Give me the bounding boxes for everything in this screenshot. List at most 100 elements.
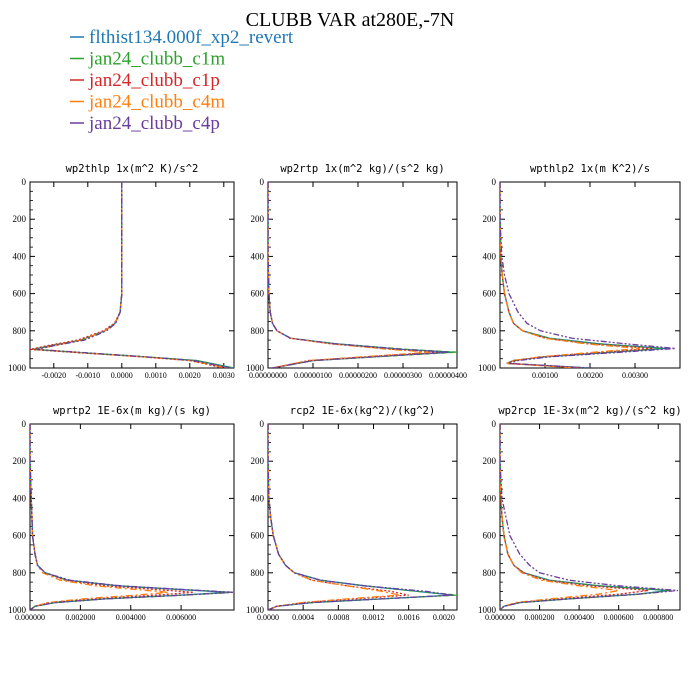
y-tick-label: 600 — [483, 531, 497, 541]
panel-title: rcp2 1E-6x(kg^2)/(kg^2) — [290, 405, 435, 417]
series-line — [500, 182, 667, 368]
y-tick-label: 0 — [492, 419, 497, 429]
y-tick-label: 0 — [492, 177, 497, 187]
y-tick-label: 1000 — [478, 363, 497, 373]
legend-item: flthist134.000f_xp2_revert — [70, 27, 294, 48]
series-line — [268, 182, 431, 368]
series-line — [500, 182, 676, 368]
series-line — [33, 182, 234, 368]
series-line — [30, 424, 234, 610]
panel: wp2rcp 1E-3x(m^2 kg)/(s^2 kg)0 200 400 600 8… — [478, 405, 682, 622]
series-line — [500, 182, 663, 368]
y-tick-label: 200 — [251, 456, 265, 466]
y-tick-label: 400 — [483, 493, 497, 503]
legend-item: jan24_clubb_c1m — [70, 49, 225, 70]
x-tick-label: 0.00200 — [577, 371, 603, 380]
series-line — [268, 424, 453, 610]
x-tick-label: 0.000600 — [604, 613, 634, 622]
x-tick-label: 0.00000300 — [384, 371, 422, 380]
plot-frame — [29, 423, 235, 611]
series-line — [30, 424, 229, 610]
x-tick-label: 0.000000 — [485, 613, 515, 622]
x-tick-label: 0.0016 — [398, 613, 420, 622]
legend-label: flthist134.000f_xp2_revert — [89, 27, 294, 48]
legend-label: jan24_clubb_c1p — [88, 70, 220, 91]
series-line — [500, 424, 679, 610]
panel: wp2rtp 1x(m^2 kg)/(s^2 kg) 0 200 400 600 800 1… — [246, 163, 467, 380]
legend-label: jan24_clubb_c1m — [88, 49, 225, 70]
y-tick-label: 800 — [13, 326, 27, 336]
y-tick-label: 0 — [260, 419, 265, 429]
x-tick-label: 0.00000000 — [249, 371, 287, 380]
y-tick-label: 400 — [251, 493, 265, 503]
panels-grid: wp2thlp 1x(m^2 K)/s^2 0 200 400 600 800 1000 -0… — [8, 163, 682, 622]
plot-frame — [267, 181, 458, 369]
y-tick-label: 200 — [483, 214, 497, 224]
x-tick-label: 0.0012 — [362, 613, 384, 622]
series-line — [500, 424, 669, 610]
y-tick-label: 1000 — [8, 363, 27, 373]
x-tick-label: 0.0020 — [433, 613, 455, 622]
x-tick-label: 0.000800 — [643, 613, 673, 622]
series-line — [268, 182, 449, 368]
panel-title: wp2thlp 1x(m^2 K)/s^2 — [66, 163, 199, 175]
panel: wprtp2 1E-6x(m kg)/(s kg) 0 200 400 600 800 10… — [8, 405, 235, 622]
x-tick-label: 0.0008 — [327, 613, 349, 622]
y-tick-label: 600 — [13, 531, 27, 541]
x-tick-label: 0.00100 — [532, 371, 558, 380]
y-tick-label: 600 — [251, 531, 265, 541]
panel-title: wp2rtp 1x(m^2 kg)/(s^2 kg) — [280, 163, 444, 175]
y-tick-label: 600 — [13, 289, 27, 299]
x-tick-label: 0.004000 — [116, 613, 146, 622]
y-tick-label: 1000 — [246, 363, 265, 373]
panel-title: wpthlp2 1x(m K^2)/s — [530, 163, 650, 175]
y-tick-label: 800 — [483, 568, 497, 578]
y-tick-label: 800 — [251, 568, 265, 578]
panel-title: wprtp2 1E-6x(m kg)/(s kg) — [53, 405, 211, 417]
x-tick-label: 0.0020 — [179, 371, 201, 380]
x-tick-label: 0.00000100 — [294, 371, 332, 380]
x-tick-label: 0.000400 — [564, 613, 594, 622]
x-tick-label: 0.0000 — [111, 371, 133, 380]
series-line — [30, 424, 232, 610]
x-tick-label: 0.00000200 — [339, 371, 377, 380]
series-line — [268, 424, 453, 610]
x-tick-label: -0.0010 — [75, 371, 100, 380]
legend: flthist134.000f_xp2_revertjan24_clubb_c1… — [70, 27, 294, 134]
y-tick-label: 200 — [13, 456, 27, 466]
series-line — [268, 424, 400, 610]
series-line — [268, 182, 453, 368]
x-tick-label: 0.000000 — [15, 613, 45, 622]
panel: rcp2 1E-6x(kg^2)/(kg^2) 0 200 400 600 800 1000… — [246, 405, 458, 622]
y-tick-label: 1000 — [8, 605, 27, 615]
series-line — [33, 182, 234, 368]
y-tick-label: 200 — [13, 214, 27, 224]
series-line — [30, 424, 194, 610]
x-tick-label: 0.0010 — [145, 371, 167, 380]
series-line — [500, 182, 654, 368]
series-line — [500, 424, 649, 610]
series-line — [30, 182, 224, 368]
y-tick-label: 400 — [483, 251, 497, 261]
legend-label: jan24_clubb_c4p — [88, 113, 220, 134]
series-line — [36, 182, 231, 368]
x-tick-label: 0.00300 — [622, 371, 648, 380]
series-line — [268, 182, 440, 368]
panel-title: wp2rcp 1E-3x(m^2 kg)/(s^2 kg) — [498, 405, 681, 417]
series-line — [30, 424, 169, 610]
panel: wpthlp2 1x(m K^2)/s 0 200 400 600 800 1000 0.00… — [478, 163, 681, 380]
series-line — [500, 424, 671, 610]
y-tick-label: 600 — [483, 289, 497, 299]
legend-label: jan24_clubb_c4m — [88, 92, 225, 113]
y-tick-label: 400 — [251, 251, 265, 261]
panel: wp2thlp 1x(m^2 K)/s^2 0 200 400 600 800 1000 -0… — [8, 163, 235, 380]
y-tick-label: 800 — [13, 568, 27, 578]
series-line — [36, 182, 228, 368]
y-tick-label: 400 — [13, 251, 27, 261]
y-tick-label: 0 — [260, 177, 265, 187]
series-line — [268, 424, 457, 610]
x-tick-label: 0.002000 — [65, 613, 95, 622]
y-tick-label: 1000 — [246, 605, 265, 615]
series-line — [500, 182, 640, 368]
